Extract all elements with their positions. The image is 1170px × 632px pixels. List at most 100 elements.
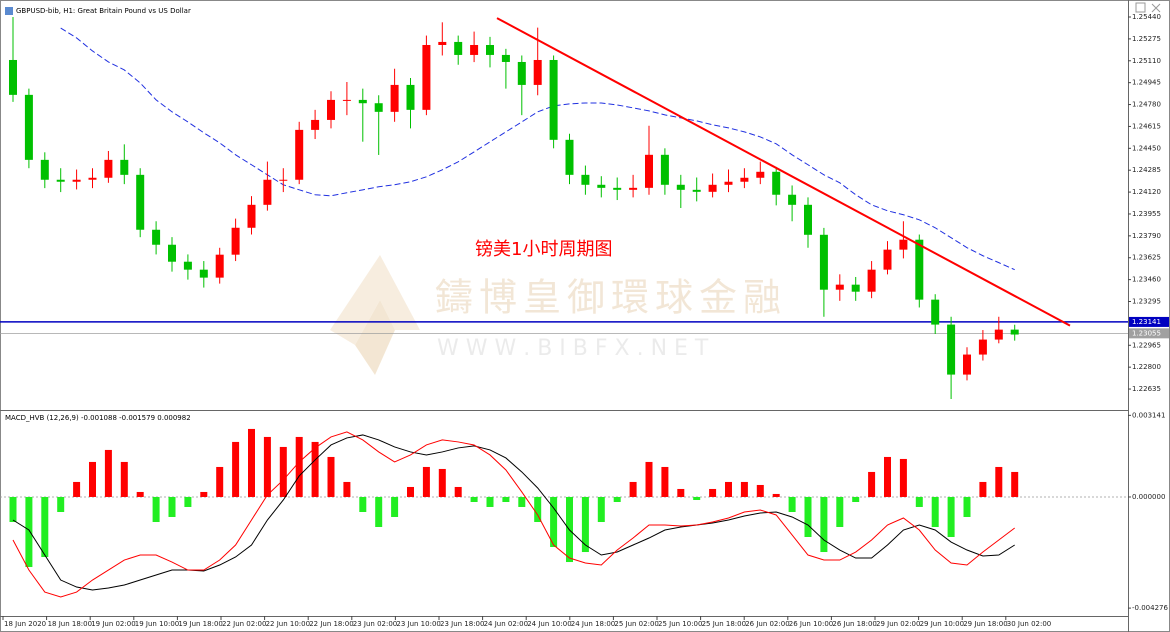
- histogram-bar: [359, 496, 367, 512]
- x-tick-label: 22 Jun 18:00: [309, 620, 353, 628]
- symbol-icon: [5, 7, 13, 15]
- candle-body: [438, 41, 447, 45]
- histogram-bar: [104, 449, 112, 497]
- candle-body: [915, 239, 924, 300]
- x-tick-label: 25 Jun 18:00: [702, 620, 746, 628]
- x-tick-label: 19 Jun 10:00: [135, 620, 179, 628]
- candle-body: [597, 184, 606, 188]
- candle-body: [963, 354, 971, 375]
- candle-body: [56, 179, 65, 182]
- chart-title: GBPUSD-bib, H1: Great Britain Pound vs U…: [16, 7, 191, 15]
- candle-body: [867, 269, 876, 292]
- histogram-bar: [248, 428, 255, 497]
- histogram-bar: [740, 481, 748, 497]
- candle-body: [295, 129, 304, 180]
- histogram-bar: [311, 441, 319, 497]
- histogram-bar: [57, 496, 65, 512]
- candle-body: [851, 284, 860, 292]
- x-tick-label: 18 Jun 2020: [4, 620, 46, 628]
- candle-body: [24, 94, 33, 160]
- histogram-bar: [502, 496, 510, 502]
- candle-body: [724, 181, 733, 185]
- candle-body: [978, 339, 987, 355]
- candle-body: [740, 177, 749, 182]
- y-tick-label: 1.24780: [1132, 101, 1161, 109]
- candle-body: [199, 269, 208, 278]
- candle-body: [931, 299, 940, 325]
- close-button[interactable]: [1151, 3, 1161, 13]
- watermark-url: W W W . B I B F X . N E T: [437, 336, 709, 361]
- candle-body: [947, 324, 956, 375]
- x-tick-label: 26 Jun 10:00: [789, 620, 833, 628]
- x-tick-label: 29 Jun 10:00: [920, 620, 964, 628]
- x-tick-label: 22 Jun 10:00: [266, 620, 310, 628]
- histogram-bar: [788, 496, 796, 512]
- candle-body: [708, 184, 717, 192]
- histogram-bar: [629, 481, 637, 497]
- histogram-bar: [184, 496, 192, 507]
- candle-body: [152, 229, 161, 245]
- candle-body: [454, 41, 463, 55]
- histogram-bar: [613, 496, 621, 502]
- y-tick-label: 1.23625: [1132, 254, 1161, 262]
- histogram-bar: [438, 468, 446, 497]
- y-tick-label: 0.000000: [1132, 493, 1165, 501]
- y-tick-label: -0.004276: [1132, 604, 1168, 612]
- histogram-bar: [454, 486, 462, 497]
- y-tick-label: 1.25440: [1132, 13, 1161, 21]
- x-tick-label: 24 Jun 18:00: [571, 620, 615, 628]
- candle-body: [788, 194, 797, 205]
- histogram-bar: [645, 461, 653, 497]
- candle-body: [835, 284, 844, 290]
- histogram-bar: [868, 471, 876, 497]
- y-tick-label: 1.24615: [1132, 122, 1161, 130]
- y-tick-label: 1.23955: [1132, 210, 1161, 218]
- histogram-bar: [963, 496, 971, 517]
- candle-body: [231, 227, 240, 255]
- histogram-bar: [216, 466, 224, 497]
- x-tick-label: 25 Jun 02:00: [614, 620, 658, 628]
- candle-body: [279, 179, 288, 181]
- histogram-bar: [677, 488, 685, 497]
- y-tick-label: 1.22635: [1132, 385, 1161, 393]
- histogram-bar: [136, 491, 144, 497]
- x-tick-label: 29 Jun 18:00: [963, 620, 1007, 628]
- histogram-bar: [486, 496, 494, 507]
- candle-body: [168, 244, 176, 262]
- histogram-bar: [152, 496, 160, 523]
- candle-body: [517, 61, 526, 85]
- candle-body: [72, 179, 81, 182]
- histogram-bar: [931, 496, 939, 527]
- candle-body: [692, 189, 701, 192]
- window-buttons[interactable]: [1135, 2, 1161, 13]
- histogram-bar: [279, 446, 287, 497]
- histogram-bar: [73, 481, 81, 497]
- y-tick-label: 1.24945: [1132, 79, 1161, 87]
- restore-button[interactable]: [1135, 2, 1146, 13]
- candle-body: [549, 59, 558, 140]
- histogram-bar: [89, 461, 96, 497]
- y-tick-label: 1.23460: [1132, 276, 1161, 284]
- candle-body: [40, 159, 49, 180]
- candle-body: [358, 99, 367, 104]
- histogram-bar: [422, 466, 430, 497]
- candle-body: [263, 179, 272, 205]
- candle-body: [9, 59, 17, 95]
- trend-line: [496, 17, 1071, 327]
- x-tick-label: 19 Jun 02:00: [91, 620, 135, 628]
- candle-body: [422, 44, 431, 110]
- histogram-bar: [581, 496, 589, 553]
- candle-body: [1010, 329, 1019, 335]
- x-tick-label: 18 Jun 18:00: [48, 620, 92, 628]
- candle-body: [104, 159, 113, 178]
- candle-body: [629, 187, 638, 190]
- candle-body: [756, 171, 765, 178]
- histogram-bar: [884, 456, 891, 497]
- x-tick-label: 30 Jun 02:00: [1007, 620, 1051, 628]
- histogram-bar: [915, 496, 923, 507]
- histogram-bar: [852, 496, 860, 502]
- y-tick-label: 1.25110: [1132, 57, 1161, 65]
- candle-body: [645, 154, 653, 188]
- indicator-title: MACD_HVB (12,26,9) -0.001088 -0.001579 0…: [5, 414, 191, 422]
- x-tick-label: 23 Jun 02:00: [353, 620, 397, 628]
